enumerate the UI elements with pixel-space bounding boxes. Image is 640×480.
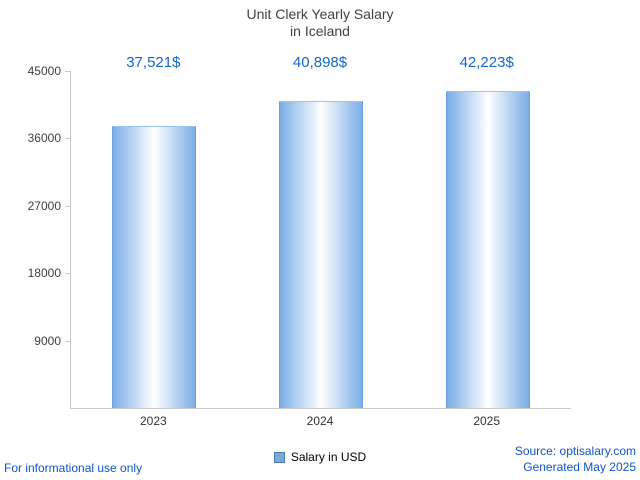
chart-title-line2: in Iceland	[290, 22, 350, 39]
y-axis-tick-label: 45000	[27, 64, 61, 78]
y-axis-tick-mark	[65, 273, 71, 275]
y-axis-tick-label: 18000	[27, 266, 61, 281]
y-axis-tick-label: 36000	[27, 131, 61, 146]
bar-value-label: 42,223$	[459, 54, 514, 71]
x-axis-labels: 2023 2024 2025	[70, 414, 570, 428]
x-axis-label: 2025	[473, 414, 501, 428]
y-axis-tick-mark	[65, 138, 71, 140]
x-axis-label: 2024	[306, 414, 334, 428]
y-axis-tick-mark	[65, 205, 71, 207]
y-axis-tick-mark	[65, 340, 71, 342]
legend-label: Salary in USD	[290, 450, 367, 464]
source-text: Source: optisalary.com	[514, 443, 636, 458]
plot-area: 45000 36000 27000 18000 9000	[28, 64, 571, 409]
bar-2024[interactable]	[279, 100, 363, 408]
y-axis-tick-label: 27000	[27, 198, 61, 213]
chart-title-line1: Unit Clerk Yearly Salary	[246, 6, 394, 22]
bar-2023[interactable]	[112, 126, 197, 408]
x-axis-label: 2023	[139, 414, 167, 428]
legend: Salary in USD	[0, 450, 640, 464]
bar-value-label: 37,521$	[126, 54, 181, 71]
source-info: Source: optisalary.com Generated May 202…	[515, 443, 636, 475]
bar-value-labels: 37,521$ 40,898$ 42,223$	[70, 54, 570, 71]
generated-text: Generated May 2025	[523, 459, 636, 474]
bar-2025[interactable]	[445, 90, 530, 408]
disclaimer-text: For informational use only	[4, 461, 143, 475]
chart-title: Unit Clerk Yearly Salary in Iceland	[0, 6, 640, 40]
y-axis-tick-mark	[65, 71, 71, 72]
bar-value-label: 40,898$	[292, 54, 348, 71]
bar-slot	[71, 71, 238, 408]
bars	[71, 71, 571, 408]
y-axis-tick-label: 9000	[34, 333, 61, 348]
bar-slot	[404, 71, 571, 408]
bar-slot	[238, 71, 405, 408]
legend-swatch-icon	[273, 451, 285, 463]
